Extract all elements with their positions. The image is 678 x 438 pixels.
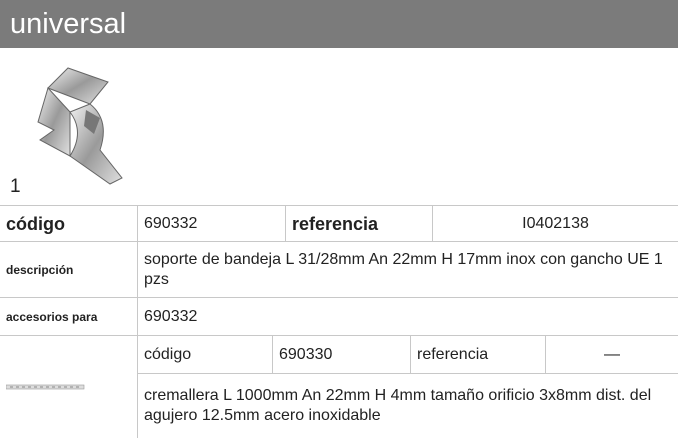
accessory-image xyxy=(6,384,85,390)
header-title: universal xyxy=(0,0,678,48)
product-image xyxy=(37,67,123,185)
label: referencia xyxy=(285,205,433,241)
value: — xyxy=(545,335,678,373)
value: I0402138 xyxy=(432,205,678,241)
value: soporte de bandeja L 31/28mm An 22mm H 1… xyxy=(137,241,678,297)
product-number: 1 xyxy=(10,176,21,197)
value: cremallera L 1000mm An 22mm H 4mm tamaño… xyxy=(137,373,678,438)
label: código xyxy=(0,205,138,241)
accessory-image-cell xyxy=(0,335,138,438)
label: código xyxy=(137,335,273,373)
value: 690332 xyxy=(137,297,678,335)
label: descripción xyxy=(0,241,138,297)
value: 690330 xyxy=(272,335,411,373)
label: referencia xyxy=(410,335,546,373)
value: 690332 xyxy=(137,205,286,241)
label: accesorios para xyxy=(0,297,138,335)
